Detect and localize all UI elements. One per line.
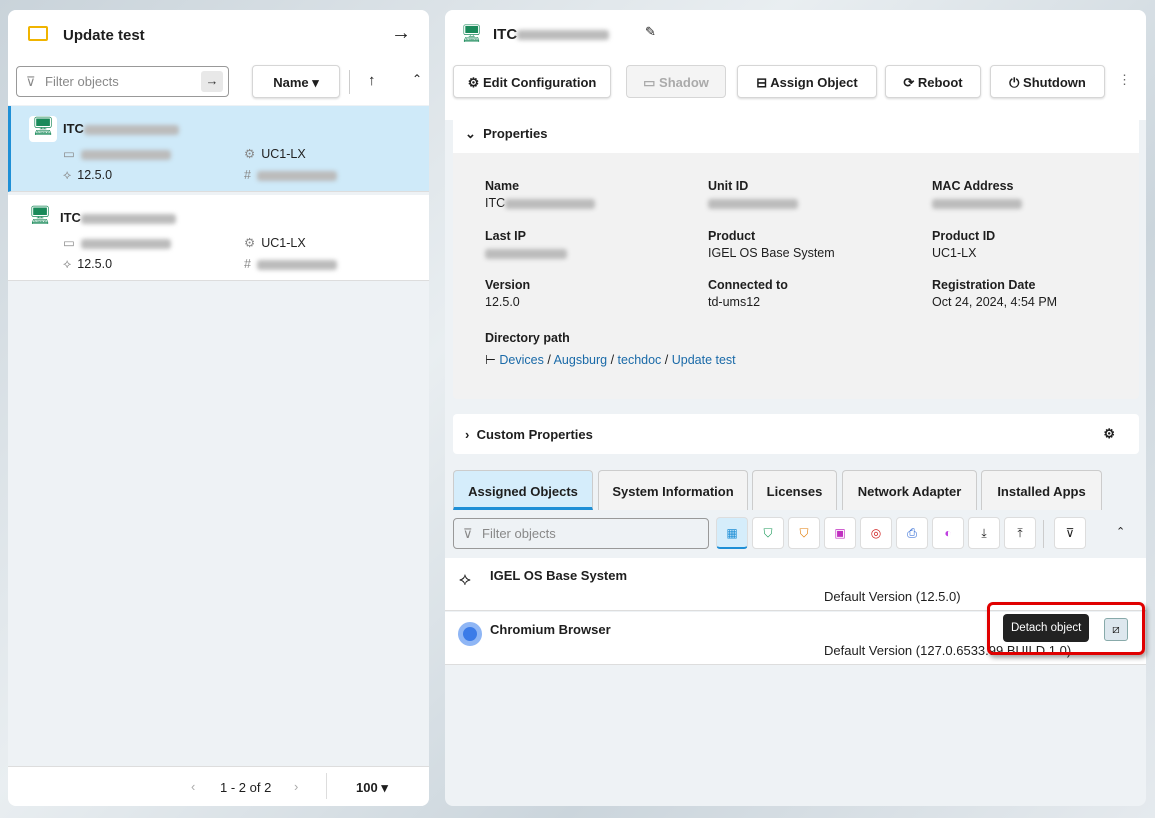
product-id: UC1-LX — [261, 147, 306, 161]
igel-logo-icon: ⟡ — [459, 569, 471, 589]
tab-assigned-objects[interactable]: Assigned Objects — [453, 470, 593, 510]
device-icon: 🖥 — [461, 24, 483, 43]
device-icon: 🖥 — [28, 205, 52, 225]
tree-icon: ⊢ — [485, 353, 496, 367]
tab-network-adapter[interactable]: Network Adapter — [842, 470, 977, 510]
list-item[interactable]: 🖥 ITC ▭ ⚙ UC1-LX ⟡ 12.5.0 # — [8, 106, 429, 192]
chromium-icon — [458, 622, 482, 646]
app-store-icon[interactable]: ◐ — [932, 517, 964, 549]
device-details-panel: 🖥 ITC ✎ ⚙ Edit Configuration ▭ Shadow ⊟ … — [445, 10, 1146, 806]
usb-icon[interactable]: ▣ — [824, 517, 856, 549]
chip-icon: ⚙ — [244, 236, 256, 250]
version: 12.5.0 — [77, 168, 113, 182]
path-link[interactable]: Augsburg — [553, 353, 608, 367]
prev-page-button[interactable]: ‹ — [191, 779, 196, 794]
folder-title: Update test — [63, 27, 145, 44]
detach-object-button[interactable]: ⧄ — [1104, 618, 1128, 641]
object-name: IGEL OS Base System — [490, 568, 628, 583]
apply-filter-button[interactable]: → — [201, 71, 223, 92]
folder-icon — [28, 26, 48, 41]
collapse-icon[interactable]: ⌃ — [412, 72, 423, 86]
tag-icon: ▭ — [63, 236, 75, 250]
device-list-panel: Update test → ⊽ Filter objects → Name ▾ ↑ … — [8, 10, 429, 806]
all-objects-filter[interactable]: ▦ — [716, 517, 748, 549]
collapse-icon[interactable]: ⌃ — [1116, 526, 1126, 538]
tooltip: Detach object — [1003, 614, 1090, 642]
sort-label: Name — [273, 75, 309, 90]
reboot-button[interactable]: ⟳ Reboot — [885, 65, 981, 98]
properties-card: ⌄ Properties Name ITC Unit ID MAC Address… — [453, 113, 1139, 399]
page-range: 1 - 2 of 2 — [220, 780, 272, 795]
gear-icon[interactable]: ⚙ — [1103, 426, 1115, 441]
download-icon[interactable]: ⤓ — [968, 517, 1000, 549]
arrow-right-icon[interactable]: → — [391, 22, 411, 44]
sort-ascending-icon[interactable]: ↑ — [368, 72, 376, 89]
tab-system-information[interactable]: System Information — [598, 470, 748, 510]
app-icon[interactable]: ◎ — [860, 517, 892, 549]
edit-name-icon[interactable]: ✎ — [645, 24, 656, 39]
file-icon[interactable]: ⎙ — [896, 517, 928, 549]
version: 12.5.0 — [77, 257, 113, 271]
tab-licenses[interactable]: Licenses — [752, 470, 837, 510]
clear-filter-icon[interactable]: ⊽ — [1054, 517, 1086, 549]
directory-path: ⊢ Devices / Augsburg / techdoc / Update … — [485, 353, 736, 367]
tag-icon: ▭ — [63, 147, 75, 161]
shadow-button[interactable]: ▭ Shadow — [626, 65, 726, 98]
more-icon[interactable]: ⋮ — [1118, 72, 1131, 87]
page-size-select[interactable]: 100 ▾ — [356, 780, 388, 795]
upload-icon[interactable]: ⤒ — [1004, 517, 1036, 549]
assign-object-button[interactable]: ⊟ Assign Object — [737, 65, 877, 98]
list-item[interactable]: 🖥 ITC ▭ ⚙ UC1-LX ⟡ 12.5.0 # — [8, 195, 429, 281]
assigned-filter-input[interactable]: ⊽ Filter objects — [453, 518, 709, 549]
filter-placeholder: Filter objects — [45, 74, 119, 89]
version-icon: ⟡ — [63, 168, 72, 182]
hash-icon: # — [244, 257, 251, 271]
path-link[interactable]: techdoc — [617, 353, 662, 367]
product-id: UC1-LX — [261, 236, 306, 250]
certificate-icon[interactable]: ⛉ — [788, 517, 820, 549]
hash-icon: # — [244, 168, 251, 182]
path-link[interactable]: Update test — [671, 353, 736, 367]
device-icon: 🖥 — [29, 116, 57, 142]
next-page-button[interactable]: › — [294, 779, 299, 794]
page-size: 100 — [356, 780, 378, 795]
edit-configuration-button[interactable]: ⚙ Edit Configuration — [453, 65, 611, 98]
shield-icon[interactable]: ⛉ — [752, 517, 784, 549]
object-version: Default Version (12.5.0) — [824, 589, 961, 604]
device-name: ITC — [63, 121, 84, 136]
custom-properties-header[interactable]: › Custom Properties ⚙ — [453, 414, 1139, 454]
object-name: Chromium Browser — [490, 622, 611, 637]
path-link[interactable]: Devices — [499, 353, 544, 367]
highlight-box — [987, 602, 1145, 655]
version-icon: ⟡ — [63, 257, 72, 271]
tab-installed-apps[interactable]: Installed Apps — [981, 470, 1102, 510]
assigned-object-row[interactable]: ⟡ IGEL OS Base System Default Version (1… — [445, 558, 1146, 611]
device-name: ITC — [60, 210, 81, 225]
properties-header[interactable]: ⌄ Properties — [453, 113, 1139, 153]
pagination: ‹ 1 - 2 of 2 › 100 ▾ — [8, 766, 429, 806]
sort-dropdown[interactable]: Name ▾ — [252, 65, 340, 98]
device-title: ITC — [493, 26, 610, 43]
shutdown-button[interactable]: ⏻ Shutdown — [990, 65, 1105, 98]
divider — [349, 70, 350, 94]
chip-icon: ⚙ — [244, 147, 256, 161]
filter-icon: ⊽ — [26, 74, 36, 89]
filter-input[interactable]: ⊽ Filter objects → — [16, 66, 229, 97]
